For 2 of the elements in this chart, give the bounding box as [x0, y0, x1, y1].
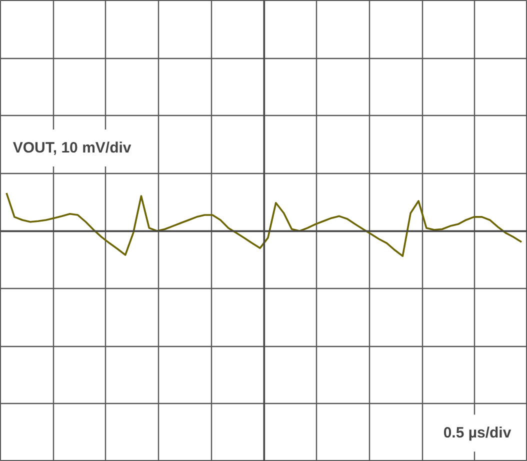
text: 0.5 µs/div — [443, 424, 512, 442]
text: VOUT, 10 mV/div — [12, 139, 132, 156]
